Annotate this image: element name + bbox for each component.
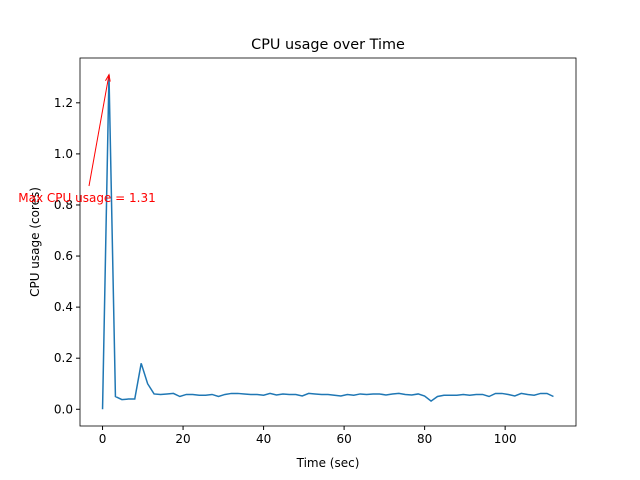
x-tick-label: 40 bbox=[256, 432, 271, 446]
line bbox=[101, 74, 554, 410]
annotation-text: Max CPU usage = 1.31 bbox=[18, 191, 155, 205]
plot-frame bbox=[79, 57, 577, 427]
x-tick-label: 60 bbox=[336, 432, 351, 446]
y-tick-label: 0.8 bbox=[54, 198, 73, 212]
y-tick-label: 1.2 bbox=[54, 96, 73, 110]
x-tick-label: 100 bbox=[494, 432, 517, 446]
annotation-arrowhead bbox=[105, 73, 111, 82]
y-axis-label: CPU usage (cores) bbox=[28, 187, 42, 297]
y-tick-label: 0.6 bbox=[54, 249, 73, 263]
y-tick-label: 0.0 bbox=[54, 402, 73, 416]
annotation-arrow bbox=[88, 74, 110, 187]
x-tick-label: 80 bbox=[417, 432, 432, 446]
y-tick-label: 0.2 bbox=[54, 351, 73, 365]
x-tick-label: 0 bbox=[99, 432, 107, 446]
y-tick-label: 1.0 bbox=[54, 147, 73, 161]
y-tick-label: 0.4 bbox=[54, 300, 73, 314]
x-axis-label: Time (sec) bbox=[296, 456, 360, 470]
chart-title: CPU usage over Time bbox=[251, 37, 405, 53]
x-tick-label: 20 bbox=[175, 432, 190, 446]
